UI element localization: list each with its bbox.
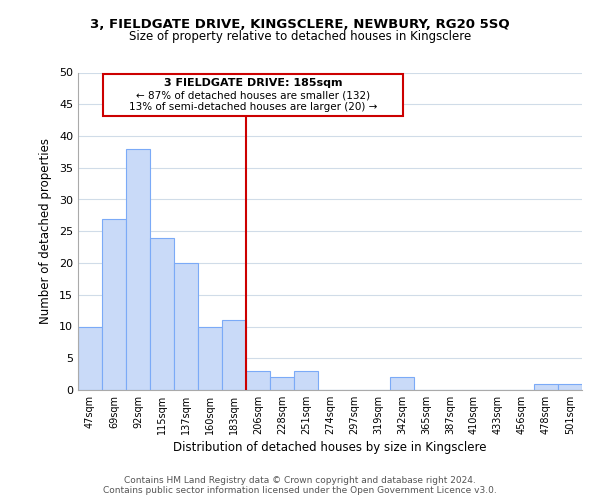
FancyBboxPatch shape	[103, 74, 403, 116]
Bar	[534, 384, 558, 390]
Bar	[558, 384, 582, 390]
Bar	[174, 263, 198, 390]
Bar	[390, 378, 414, 390]
Bar	[78, 326, 102, 390]
Text: 3, FIELDGATE DRIVE, KINGSCLERE, NEWBURY, RG20 5SQ: 3, FIELDGATE DRIVE, KINGSCLERE, NEWBURY,…	[90, 18, 510, 30]
Bar	[222, 320, 246, 390]
Bar	[126, 148, 150, 390]
Text: ← 87% of detached houses are smaller (132): ← 87% of detached houses are smaller (13…	[136, 90, 370, 101]
Y-axis label: Number of detached properties: Number of detached properties	[39, 138, 52, 324]
Text: 3 FIELDGATE DRIVE: 185sqm: 3 FIELDGATE DRIVE: 185sqm	[164, 78, 343, 88]
X-axis label: Distribution of detached houses by size in Kingsclere: Distribution of detached houses by size …	[173, 441, 487, 454]
Bar	[198, 326, 222, 390]
Text: 13% of semi-detached houses are larger (20) →: 13% of semi-detached houses are larger (…	[129, 102, 377, 112]
Text: Size of property relative to detached houses in Kingsclere: Size of property relative to detached ho…	[129, 30, 471, 43]
Bar	[294, 371, 318, 390]
Text: Contains HM Land Registry data © Crown copyright and database right 2024.: Contains HM Land Registry data © Crown c…	[124, 476, 476, 485]
Bar	[246, 371, 270, 390]
Bar	[102, 218, 126, 390]
Bar	[150, 238, 174, 390]
Text: Contains public sector information licensed under the Open Government Licence v3: Contains public sector information licen…	[103, 486, 497, 495]
Bar	[270, 378, 294, 390]
